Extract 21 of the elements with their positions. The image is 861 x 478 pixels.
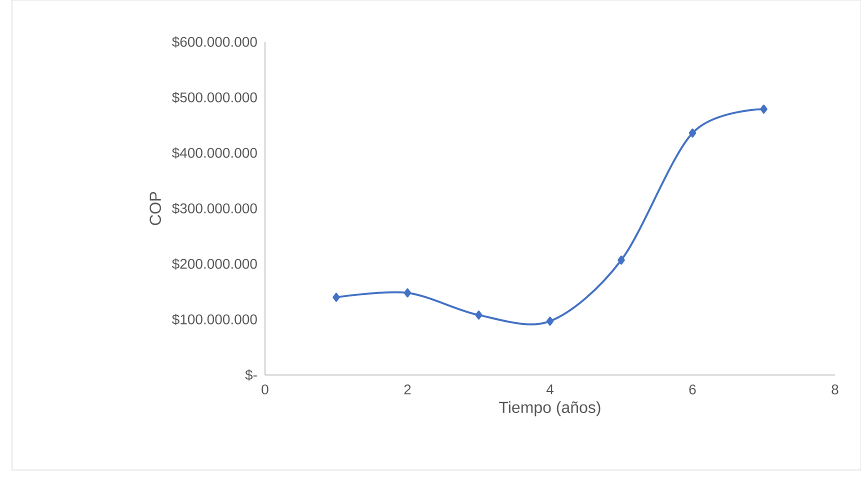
y-tick-label: $200.000.000 [172, 258, 257, 270]
y-tick-label: $400.000.000 [172, 147, 257, 159]
x-tick-label: 8 [832, 384, 838, 394]
x-axis-title: Tiempo (años) [499, 401, 600, 416]
x-tick-label: 2 [404, 384, 411, 394]
point [332, 292, 340, 302]
y-tick-label: $600.000.000 [172, 36, 257, 48]
y-axis-title: COP [150, 192, 161, 226]
x-tick-label: 6 [689, 384, 696, 394]
point [404, 288, 412, 298]
y-tick-label: $300.000.000 [172, 202, 257, 214]
y-tick-label: $- [245, 369, 257, 381]
point [475, 310, 482, 320]
point [760, 104, 768, 114]
x-tick-label: 0 [262, 384, 268, 394]
point [546, 316, 554, 326]
y-tick-label: $100.000.000 [172, 314, 257, 326]
point [688, 128, 696, 138]
y-tick-label: $500.000.000 [172, 92, 257, 104]
point [618, 256, 625, 265]
x-tick-label: 4 [546, 384, 554, 394]
